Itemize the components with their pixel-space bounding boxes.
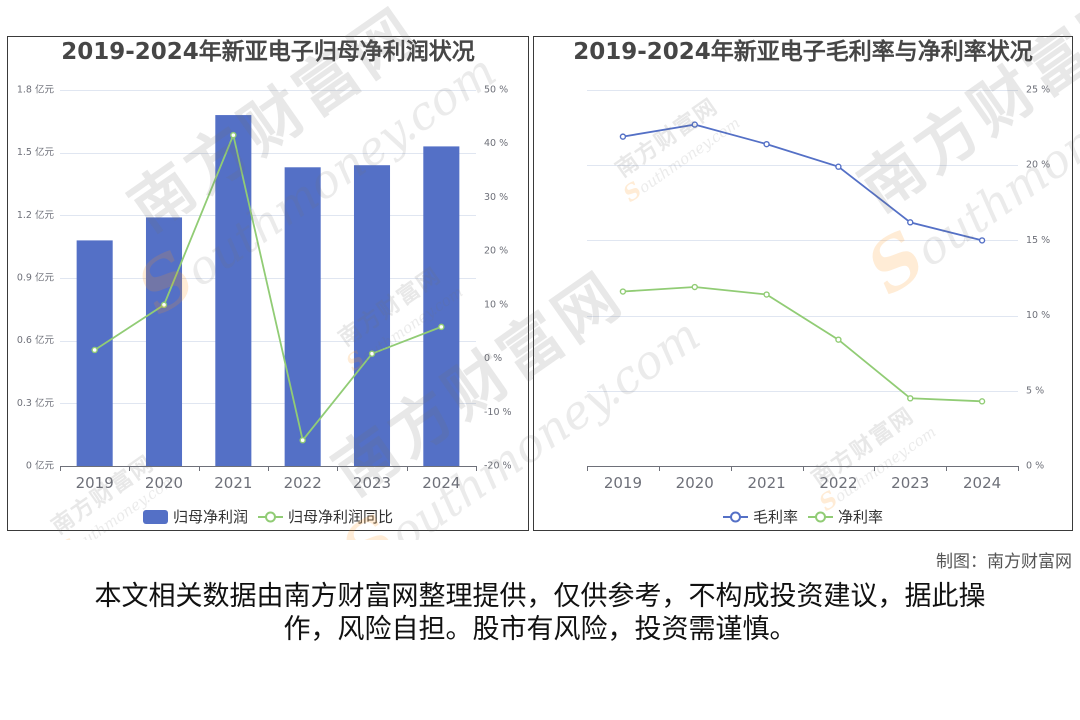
series-line-1 (94, 132, 442, 443)
data-point-2022 (835, 163, 842, 170)
legend-label: 归母净利润 (173, 508, 248, 526)
x-tick-label: 2021 (747, 474, 785, 492)
y-right-tick-label: 0 % (1026, 461, 1044, 472)
y-left-tick-label: 0.3 亿元 (17, 397, 55, 409)
bar-2021 (215, 115, 252, 467)
x-tick-label: 2022 (284, 474, 322, 492)
y-right-tick-label: 5 % (1026, 385, 1044, 396)
data-point-2024 (978, 237, 986, 244)
x-tick-label: 2019 (76, 474, 114, 492)
y-right-tick-label: 15 % (1026, 235, 1050, 246)
series-line-0 (622, 123, 983, 242)
y-right-tick-label: 10 % (484, 299, 508, 310)
y-right-tick-label: 20 % (484, 246, 508, 257)
bar-2020 (145, 217, 183, 466)
x-tick-label: 2019 (604, 474, 642, 492)
legend-item: 净利率 (808, 508, 883, 526)
legend-item: 归母净利润 (143, 508, 248, 526)
legend-label: 归母净利润同比 (288, 508, 393, 526)
data-point-2020 (691, 283, 698, 291)
data-point-2021 (763, 140, 770, 148)
x-tick-label: 2022 (819, 474, 857, 492)
data-point-2023 (907, 395, 914, 402)
data-point-2020 (691, 121, 698, 128)
legend-swatch-marker (730, 511, 741, 523)
y-right-tick-label: 20 % (1026, 160, 1050, 171)
y-left-tick-label: 0 亿元 (26, 460, 55, 472)
series-line-1 (622, 286, 983, 403)
data-point-2019 (619, 288, 627, 295)
legend-swatch (143, 510, 168, 524)
y-left-tick-label: 1.5 亿元 (17, 146, 55, 158)
x-tick-label: 2024 (963, 474, 1001, 492)
chart-title: 2019-2024年新亚电子归母净利润状况 (61, 38, 475, 65)
data-point-2022 (299, 437, 306, 444)
legend-swatch-marker (265, 511, 276, 523)
y-right-tick-label: -10 % (484, 407, 512, 418)
y-right-tick-label: 40 % (484, 138, 508, 149)
bar-2022 (284, 167, 321, 467)
data-point-2022 (835, 336, 842, 343)
bar-2024 (423, 146, 460, 466)
y-left-tick-label: 0.9 亿元 (17, 272, 55, 284)
net-profit-chart: 2019-2024年新亚电子归母净利润状况 0 亿元 0.3 亿元 0.6 亿元 0.9… (7, 36, 529, 531)
chart-credit: 制图：南方财富网 (936, 552, 1072, 572)
x-tick-label: 2023 (891, 474, 929, 492)
chart-title: 2019-2024年新亚电子毛利率与净利率状况 (573, 38, 1033, 65)
data-point-2021 (763, 291, 770, 298)
data-point-2019 (91, 346, 98, 354)
legend-label: 净利率 (838, 508, 883, 526)
legend-item: 毛利率 (723, 508, 798, 526)
y-right-tick-label: 25 % (1026, 85, 1050, 96)
margin-chart: 2019-2024年新亚电子毛利率与净利率状况 0 % 5 % 10 % 15 % 20 … (533, 36, 1073, 531)
data-point-2019 (619, 133, 627, 140)
legend-item: 归母净利润同比 (258, 508, 393, 526)
data-point-2021 (230, 131, 237, 139)
x-tick-label: 2023 (353, 474, 391, 492)
x-tick-label: 2020 (145, 474, 183, 492)
x-tick-label: 2020 (676, 474, 714, 492)
legend-swatch-marker (815, 511, 826, 523)
data-point-2023 (907, 219, 914, 226)
chart-frame (533, 36, 1073, 531)
x-tick-label: 2024 (422, 474, 460, 492)
legend-label: 毛利率 (753, 508, 798, 526)
data-point-2020 (160, 301, 168, 309)
y-right-tick-label: 10 % (1026, 310, 1050, 321)
data-point-2024 (438, 323, 445, 331)
bar-2023 (353, 165, 391, 466)
y-right-tick-label: -20 % (484, 461, 512, 472)
y-right-tick-label: 0 % (484, 353, 502, 364)
y-left-tick-label: 1.2 亿元 (17, 209, 55, 221)
bar-2019 (76, 240, 113, 466)
data-point-2024 (978, 398, 986, 405)
y-left-tick-label: 1.8 亿元 (17, 84, 55, 96)
x-tick-label: 2021 (214, 474, 252, 492)
disclaimer-text: 本文相关数据由南方财富网整理提供，仅供参考，不构成投资建议，据此操作，风险自担。… (94, 581, 986, 645)
y-left-tick-label: 0.6 亿元 (17, 334, 55, 346)
y-right-tick-label: 50 % (484, 85, 508, 96)
y-right-tick-label: 30 % (484, 192, 508, 203)
data-point-2023 (368, 350, 376, 357)
